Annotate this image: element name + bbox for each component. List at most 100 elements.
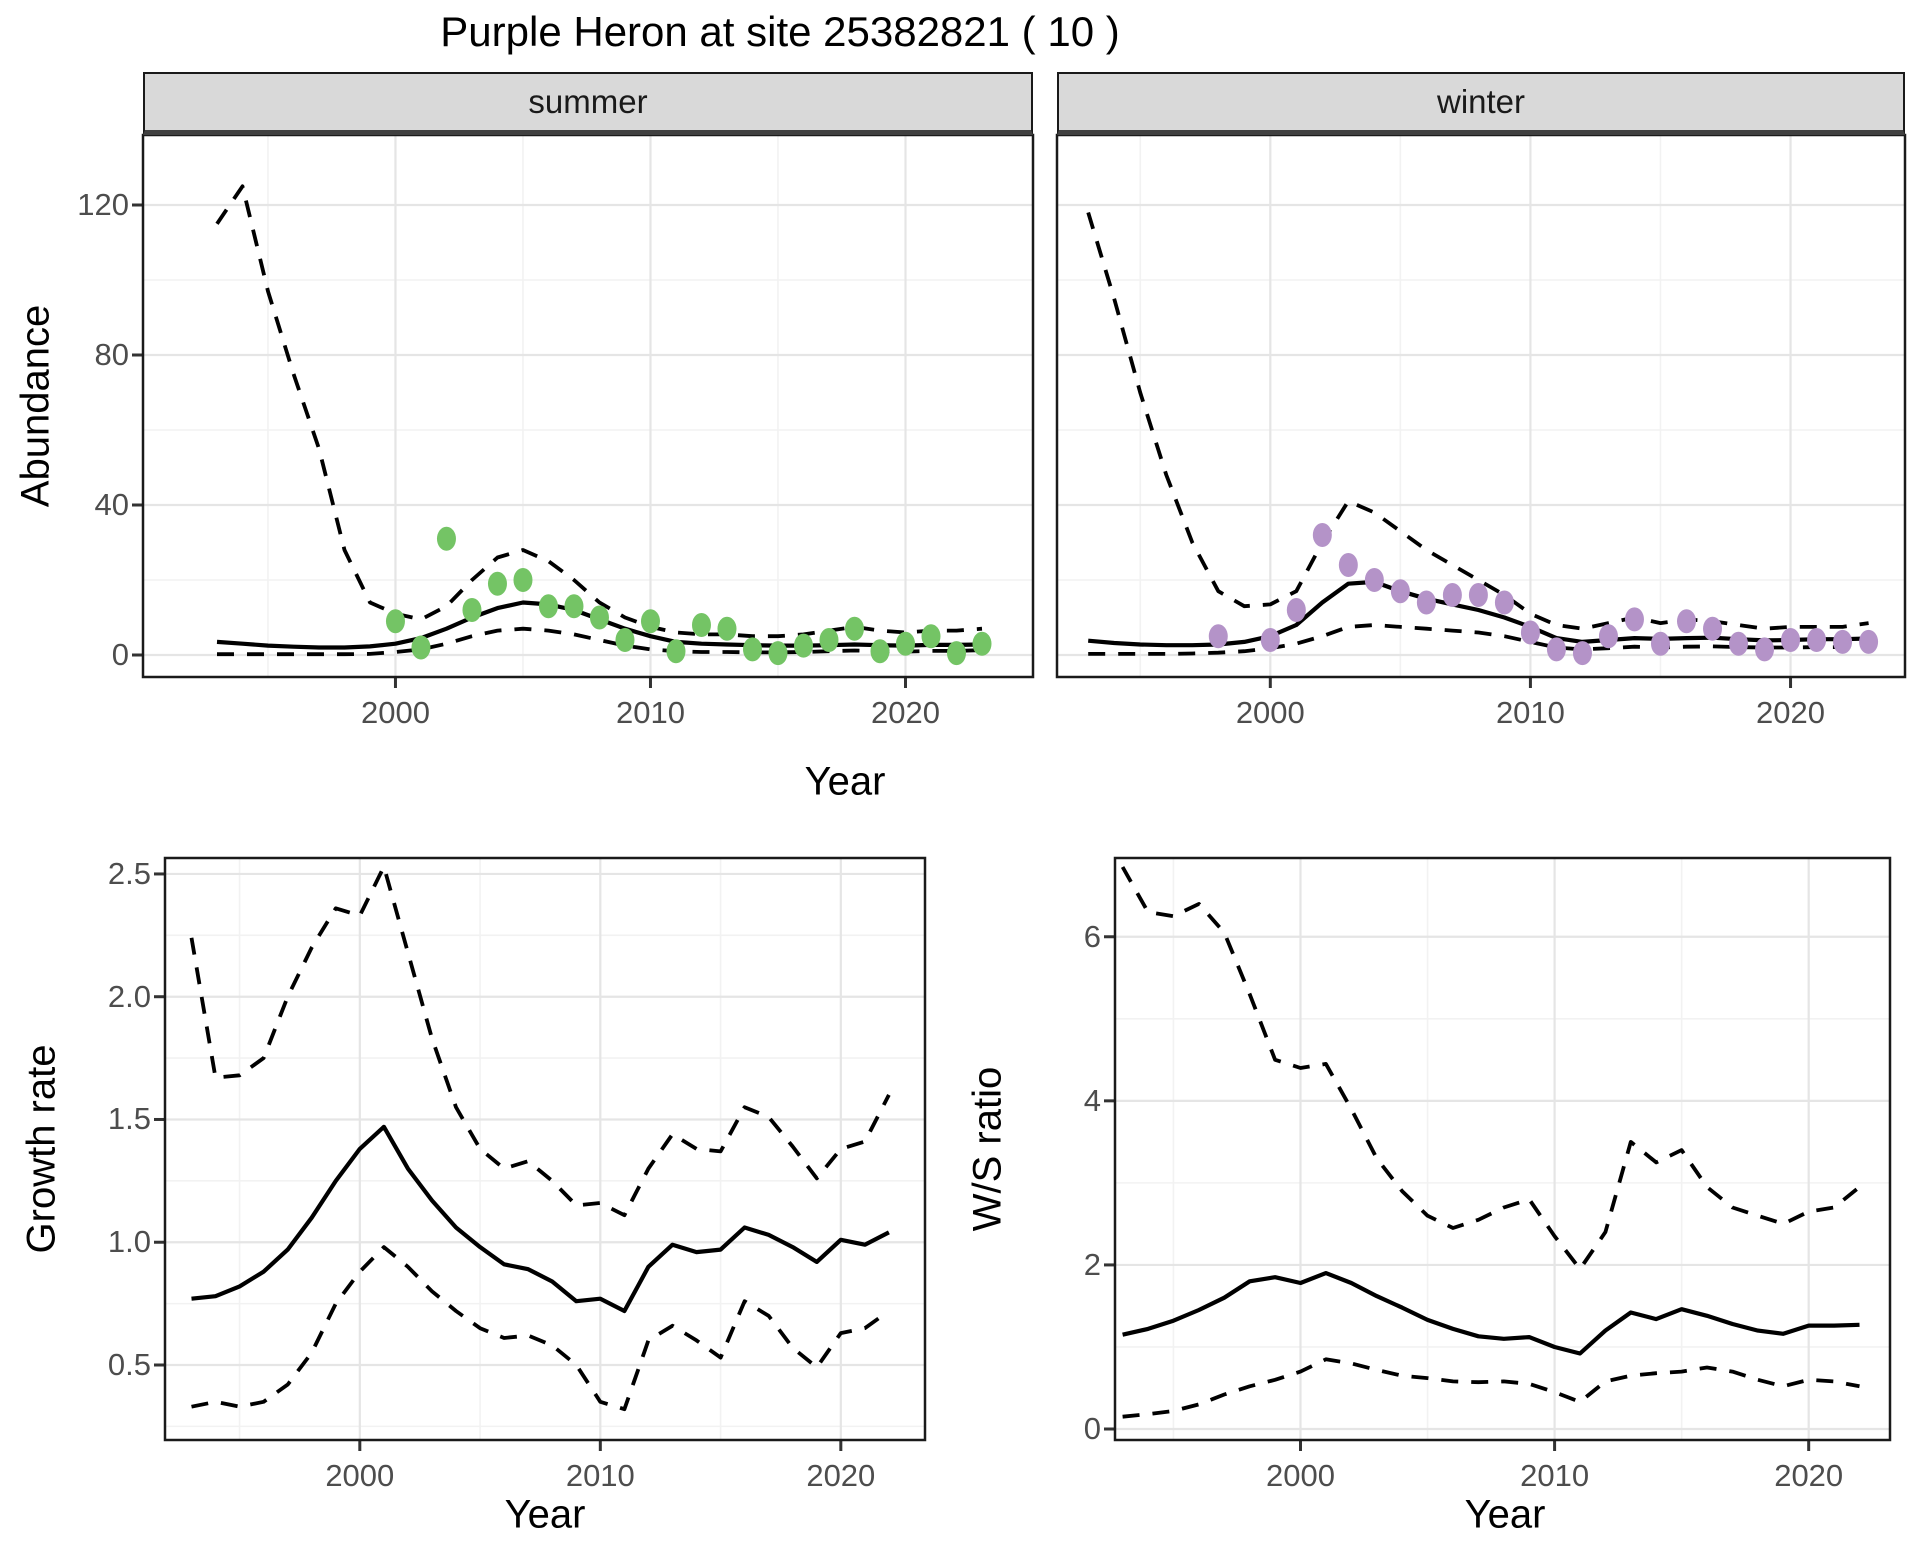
- abundance-summer-observation-point: [742, 637, 762, 662]
- abundance-winter-observation-point: [1650, 631, 1670, 656]
- abundance-summer-observation-point: [487, 571, 507, 596]
- abundance-winter-observation-point: [1781, 627, 1801, 652]
- x-tick-label: 2020: [871, 695, 940, 730]
- abundance-summer-observation-point: [819, 627, 839, 652]
- growth-rate-panel: [165, 858, 925, 1440]
- abundance-summer-observation-point: [462, 597, 482, 622]
- abundance-axis-title: Abundance: [13, 304, 58, 508]
- y-tick-label: 6: [1083, 918, 1101, 954]
- growth-rate-panel-border: [163, 856, 927, 1442]
- growth-rate-mean-line: [191, 1124, 890, 1314]
- abundance-summer-observation-point: [640, 609, 660, 634]
- growth-rate-axis-title: Growth rate: [19, 1044, 64, 1254]
- abundance-summer-panel-border: [141, 133, 1035, 679]
- abundance-summer-observation-point: [717, 616, 737, 641]
- abundance-summer-observation-point: [615, 627, 635, 652]
- x-tick-label: 2020: [806, 1458, 876, 1493]
- abundance-winter-observation-point: [1833, 629, 1853, 654]
- y-tick-label: 2.5: [107, 855, 151, 891]
- abundance-winter-observation-point: [1494, 590, 1514, 615]
- abundance-winter-lower_ci-line: [1088, 623, 1869, 656]
- facet-strip-summer: summer: [143, 72, 1033, 135]
- abundance-winter-observation-point: [1859, 629, 1879, 654]
- y-tick-label: 4: [1083, 1082, 1101, 1118]
- abundance-summer-observation-point: [870, 639, 890, 664]
- y-tick-label: 0: [111, 636, 129, 672]
- abundance-summer-lower_ci-line: [217, 626, 983, 657]
- abundance-winter-observation-point: [1546, 637, 1566, 662]
- plot-title: Purple Heron at site 25382821 ( 10 ): [440, 8, 1120, 55]
- abundance-winter-upper_ci-line: [1086, 211, 1869, 631]
- year-axis-title-bottom-left: Year: [504, 1492, 586, 1537]
- ws-ratio-panel: [1115, 858, 1890, 1440]
- y-tick-label: 1.0: [107, 1224, 151, 1260]
- ws-ratio-panel-border: [1113, 856, 1892, 1442]
- abundance-summer-observation-point: [666, 639, 686, 664]
- y-tick-label: 80: [94, 337, 129, 372]
- x-tick-label: 2010: [1520, 1458, 1590, 1493]
- abundance-winter-observation-point: [1442, 582, 1462, 607]
- abundance-winter-observation-point: [1364, 567, 1384, 592]
- abundance-winter-observation-point: [1729, 631, 1749, 656]
- abundance-winter-observation-point: [1260, 627, 1280, 652]
- y-tick-label: 40: [94, 486, 129, 522]
- year-axis-title-bottom-right: Year: [1464, 1492, 1546, 1537]
- growth-rate-upper_ci-line: [189, 864, 891, 1218]
- abundance-winter-observation-point: [1390, 579, 1410, 604]
- x-tick-label: 2010: [565, 1458, 635, 1493]
- abundance-winter-observation-point: [1312, 522, 1332, 547]
- abundance-winter-observation-point: [1703, 616, 1723, 641]
- abundance-summer-observation-point: [793, 633, 813, 658]
- x-tick-label: 2000: [1266, 1458, 1335, 1493]
- facet-strip-winter-label: winter: [1436, 83, 1526, 120]
- ws-ratio-mean-line: [1122, 1270, 1860, 1356]
- x-tick-label: 2020: [1774, 1458, 1844, 1493]
- abundance-summer-observation-point: [946, 641, 966, 666]
- abundance-summer-observation-point: [768, 641, 788, 666]
- ws-ratio-upper_ci-line: [1120, 866, 1861, 1271]
- abundance-winter-observation-point: [1755, 637, 1775, 662]
- abundance-winter-observation-point: [1676, 609, 1696, 634]
- abundance-summer-observation-point: [538, 594, 558, 619]
- abundance-winter-observation-point: [1598, 624, 1618, 649]
- x-tick-label: 2010: [615, 695, 685, 730]
- abundance-winter-observation-point: [1286, 597, 1306, 622]
- abundance-summer-observation-point: [895, 631, 915, 656]
- abundance-winter-observation-point: [1468, 582, 1488, 607]
- abundance-summer-observation-point: [972, 631, 992, 656]
- abundance-winter-observation-point: [1624, 607, 1644, 632]
- y-tick-label: 120: [77, 187, 129, 222]
- abundance-summer-observation-point: [411, 635, 431, 660]
- abundance-summer-panel: [143, 135, 1033, 677]
- y-tick-label: 0.5: [107, 1346, 151, 1382]
- abundance-winter-observation-point: [1572, 641, 1592, 666]
- abundance-summer-observation-point: [844, 616, 864, 641]
- abundance-winter-observation-point: [1520, 620, 1540, 645]
- abundance-summer-observation-point: [436, 526, 456, 551]
- abundance-summer-observation-point: [589, 605, 609, 630]
- x-tick-label: 2000: [1235, 695, 1305, 730]
- abundance-summer-observation-point: [691, 612, 711, 637]
- abundance-winter-observation-point: [1416, 590, 1436, 615]
- x-tick-label: 2000: [360, 695, 430, 730]
- y-tick-label: 1.5: [107, 1101, 151, 1137]
- year-axis-title-top: Year: [804, 759, 886, 804]
- y-tick-label: 2: [1083, 1246, 1101, 1282]
- abundance-summer-observation-point: [513, 567, 533, 592]
- abundance-winter-panel-border: [1055, 133, 1907, 679]
- x-tick-label: 2020: [1756, 695, 1826, 730]
- y-tick-label: 0: [1083, 1411, 1101, 1446]
- ws-ratio-lower_ci-line: [1122, 1357, 1860, 1419]
- abundance-summer-observation-point: [385, 609, 405, 634]
- growth-rate-lower_ci-line: [191, 1245, 891, 1412]
- x-tick-label: 2010: [1495, 695, 1565, 730]
- y-tick-label: 2.0: [107, 978, 151, 1014]
- x-tick-label: 2000: [325, 1458, 395, 1493]
- abundance-winter-observation-point: [1208, 624, 1228, 649]
- abundance-winter-observation-point: [1338, 552, 1358, 577]
- abundance-summer-upper_ci-line: [215, 184, 983, 639]
- facet-strip-winter: winter: [1057, 72, 1905, 135]
- abundance-summer-observation-point: [564, 594, 584, 619]
- facet-strip-summer-label: summer: [528, 83, 648, 120]
